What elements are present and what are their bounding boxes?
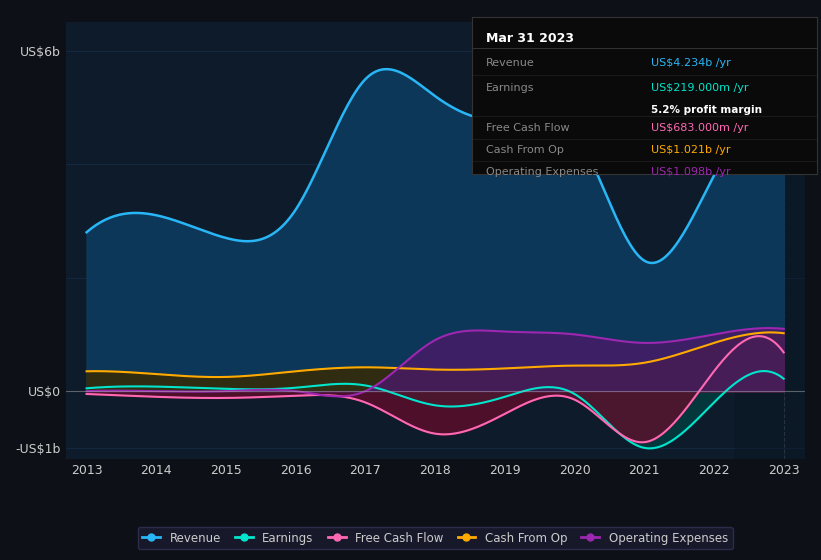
Text: Earnings: Earnings bbox=[486, 83, 534, 92]
Text: US$1.021b /yr: US$1.021b /yr bbox=[651, 146, 731, 155]
Text: US$219.000m /yr: US$219.000m /yr bbox=[651, 83, 749, 92]
Legend: Revenue, Earnings, Free Cash Flow, Cash From Op, Operating Expenses: Revenue, Earnings, Free Cash Flow, Cash … bbox=[138, 527, 732, 549]
Text: Free Cash Flow: Free Cash Flow bbox=[486, 123, 570, 133]
Bar bbox=[735, 22, 805, 459]
Text: 5.2% profit margin: 5.2% profit margin bbox=[651, 105, 763, 115]
Text: Revenue: Revenue bbox=[486, 58, 534, 68]
Text: Cash From Op: Cash From Op bbox=[486, 146, 564, 155]
Text: Mar 31 2023: Mar 31 2023 bbox=[486, 32, 574, 45]
Text: US$4.234b /yr: US$4.234b /yr bbox=[651, 58, 732, 68]
Text: Operating Expenses: Operating Expenses bbox=[486, 167, 599, 178]
Text: US$683.000m /yr: US$683.000m /yr bbox=[651, 123, 749, 133]
Text: US$1.098b /yr: US$1.098b /yr bbox=[651, 167, 731, 178]
